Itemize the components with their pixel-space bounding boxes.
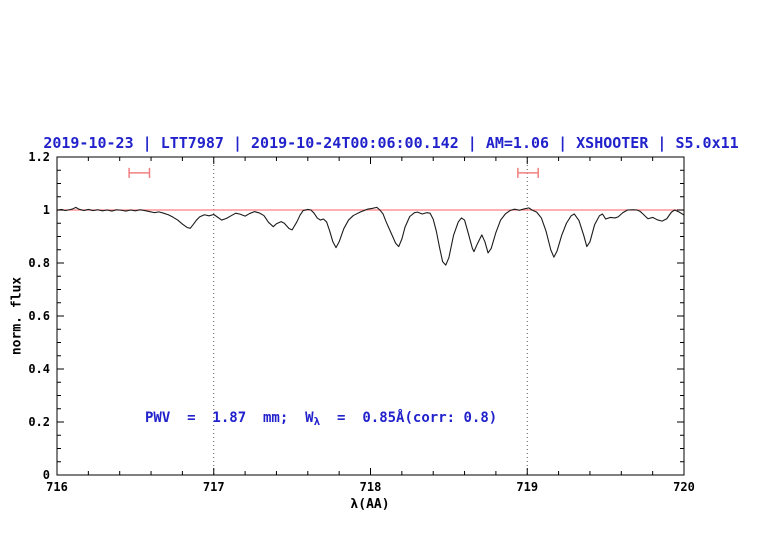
x-tick-label: 718: [360, 480, 382, 494]
y-tick-label: 0.6: [28, 309, 50, 323]
y-tick-label: 1.2: [28, 150, 50, 164]
y-tick-label: 0.8: [28, 256, 50, 270]
plot-title: 2019-10-23 | LTT7987 | 2019-10-24T00:06:…: [43, 134, 739, 152]
y-tick-label: 0: [43, 468, 50, 482]
y-axis-label: norm. flux: [9, 276, 25, 356]
pwv-annotation-suffix: = 0.85Å(corr: 0.8): [320, 410, 498, 426]
pwv-annotation-lambda-subscript: λ: [313, 415, 321, 428]
x-axis-label: λ(AA): [350, 497, 390, 512]
pwv-annotation-prefix: PWV = 1.87 mm; W: [145, 410, 314, 426]
spectrum-line: [56, 206, 685, 266]
x-tick-label: 717: [203, 480, 225, 494]
x-tick-label: 720: [673, 480, 695, 494]
pwv-annotation: PWV = 1.87 mm; Wλ = 0.85Å(corr: 0.8): [145, 410, 497, 428]
x-tick-label: 719: [516, 480, 538, 494]
y-tick-label: 0.4: [28, 362, 50, 376]
y-tick-label: 0.2: [28, 415, 50, 429]
x-tick-label: 716: [46, 480, 68, 494]
y-tick-label: 1: [43, 203, 50, 217]
